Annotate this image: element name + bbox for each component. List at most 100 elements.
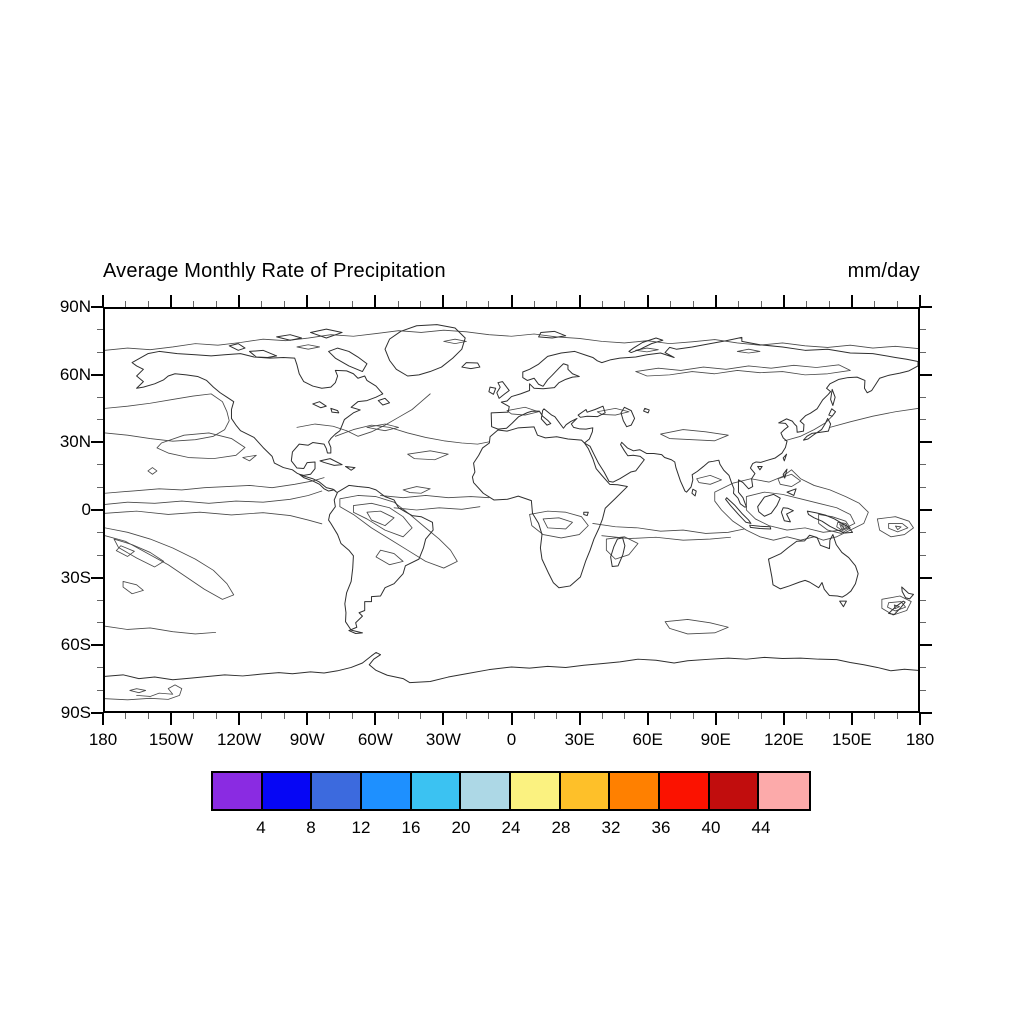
coastline-path <box>346 466 355 470</box>
minor-tick <box>920 622 926 624</box>
minor-tick <box>215 713 217 719</box>
major-tick <box>170 713 173 725</box>
coastline-path <box>781 508 793 522</box>
coastline-path <box>783 469 787 478</box>
minor-tick <box>920 599 926 601</box>
major-tick <box>91 576 103 579</box>
precipitation-contour-line <box>665 619 728 634</box>
major-tick <box>782 713 785 725</box>
precipitation-contour-line <box>819 514 851 533</box>
major-tick <box>510 713 513 725</box>
coastline-path <box>491 337 918 507</box>
major-tick <box>578 295 581 307</box>
minor-tick <box>896 713 898 719</box>
minor-tick <box>760 713 762 719</box>
coastline-path <box>385 325 465 376</box>
colorbar-label: 28 <box>551 818 571 837</box>
major-tick <box>306 713 309 725</box>
minor-tick <box>533 713 535 719</box>
precipitation-contour-line <box>895 526 901 530</box>
major-tick <box>374 713 377 725</box>
major-tick <box>510 295 513 307</box>
minor-tick <box>193 713 195 719</box>
precipitation-contour-line <box>837 522 849 530</box>
minor-tick <box>692 713 694 719</box>
colorbar-swatch <box>660 773 710 809</box>
minor-tick <box>125 713 127 719</box>
major-tick <box>442 295 445 307</box>
coastline-path <box>497 382 509 399</box>
coastline-path <box>320 459 342 466</box>
coastline-path <box>621 407 635 426</box>
colorbar-swatch <box>262 773 313 809</box>
x-tick-label: 150W <box>148 730 194 749</box>
coastline-path <box>250 350 277 357</box>
precipitation-contour-line <box>367 511 394 526</box>
major-tick <box>714 295 717 307</box>
minor-tick <box>920 396 926 398</box>
minor-tick <box>828 713 830 719</box>
coastline-path <box>768 535 858 598</box>
minor-tick <box>874 301 876 307</box>
colorbar-label: 24 <box>501 818 521 837</box>
world-map <box>105 309 918 711</box>
colorbar-label: 32 <box>601 818 621 837</box>
precipitation-contour-line <box>841 525 844 527</box>
minor-tick <box>397 301 399 307</box>
minor-tick <box>397 713 399 719</box>
colorbar-swatch <box>213 773 263 809</box>
minor-tick <box>97 464 103 466</box>
precipitation-contour-line <box>697 475 722 484</box>
y-tick-label: 90N <box>59 297 91 316</box>
coastline-path <box>105 652 918 682</box>
major-tick <box>920 373 932 376</box>
precipitation-contour-line <box>123 581 143 593</box>
colorbar-label: 44 <box>751 818 771 837</box>
coastline-path <box>787 489 796 496</box>
coastline-path <box>644 408 650 412</box>
minor-tick <box>465 713 467 719</box>
precipitation-contour-line <box>243 455 257 461</box>
minor-tick <box>624 713 626 719</box>
coastline-path <box>831 389 836 405</box>
precipitation-contour-line <box>661 430 729 441</box>
coastline-path <box>692 489 696 496</box>
minor-tick <box>488 301 490 307</box>
minor-tick <box>97 351 103 353</box>
major-tick <box>919 713 921 725</box>
coastline-path <box>840 601 847 607</box>
x-tick-label: 180 <box>905 730 935 749</box>
minor-tick <box>97 554 103 556</box>
precipitation-contour-line <box>297 345 320 349</box>
precipitation-contour-line <box>737 349 760 353</box>
major-tick <box>920 644 932 647</box>
precipitation-contour-line <box>105 685 182 700</box>
coastline-path <box>311 329 343 338</box>
minor-tick <box>806 301 808 307</box>
major-tick <box>374 295 377 307</box>
major-tick <box>238 295 241 307</box>
major-tick <box>102 713 104 725</box>
precipitation-contour-line <box>403 487 430 494</box>
coastline-path <box>489 387 496 394</box>
minor-tick <box>193 301 195 307</box>
minor-tick <box>920 689 926 691</box>
minor-tick <box>920 532 926 534</box>
coastline-path <box>539 331 566 338</box>
x-tick-label: 60E <box>632 730 663 749</box>
colorbar-label: 20 <box>451 818 471 837</box>
minor-tick <box>806 713 808 719</box>
x-tick-label: 30E <box>564 730 595 749</box>
colorbar-label: 12 <box>351 818 371 837</box>
minor-tick <box>147 713 149 719</box>
minor-tick <box>420 301 422 307</box>
colorbar-swatch <box>560 773 611 809</box>
precipitation-contour-line <box>157 433 245 459</box>
x-tick-label: 90W <box>289 730 325 749</box>
precipitation-contour-line <box>408 451 449 460</box>
x-tick-label: 90E <box>700 730 731 749</box>
x-tick-label: 120E <box>763 730 804 749</box>
coastline-path <box>229 344 245 351</box>
major-tick <box>714 713 717 725</box>
